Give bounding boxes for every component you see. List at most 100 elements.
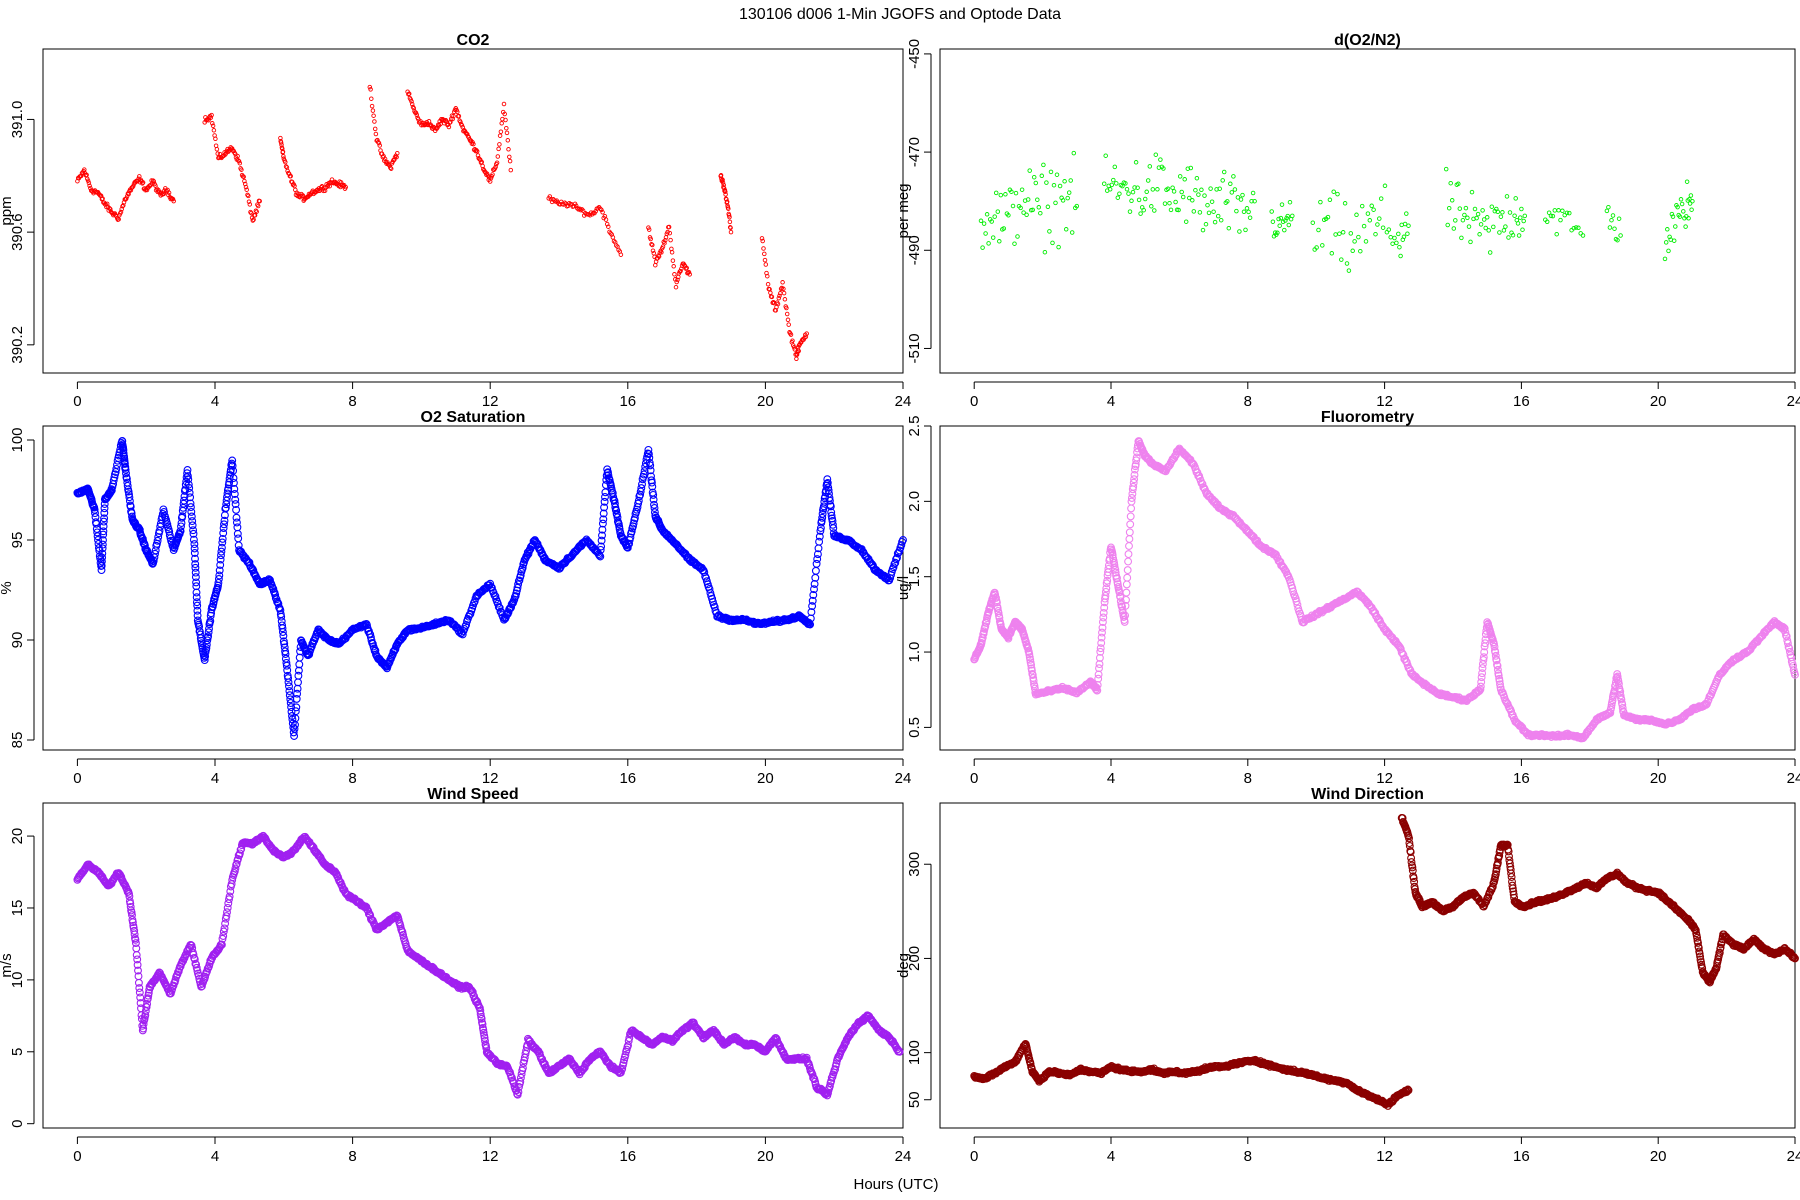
data-point xyxy=(99,527,108,536)
data-point xyxy=(491,592,500,601)
data-point xyxy=(1335,191,1340,197)
data-point xyxy=(984,212,990,217)
data-point xyxy=(1459,235,1464,241)
plot-frame xyxy=(939,425,1796,751)
data-point xyxy=(829,524,838,533)
data-point xyxy=(189,535,198,544)
data-point xyxy=(1243,227,1248,233)
data-point xyxy=(78,173,84,179)
data-point xyxy=(241,174,246,180)
data-point xyxy=(90,505,99,514)
y-tick-label: 5 xyxy=(9,1048,26,1056)
data-point xyxy=(327,183,332,189)
data-point xyxy=(624,1041,632,1050)
data-point xyxy=(140,181,145,186)
data-point xyxy=(992,214,997,219)
data-point xyxy=(1613,672,1622,681)
data-point xyxy=(191,568,200,577)
data-point xyxy=(177,522,185,531)
data-point xyxy=(183,466,192,474)
data-point xyxy=(1481,639,1490,648)
data-point xyxy=(1071,150,1077,156)
data-point xyxy=(110,473,119,482)
data-point xyxy=(141,1011,150,1020)
data-point xyxy=(1129,482,1138,491)
data-point xyxy=(1112,164,1118,170)
data-point xyxy=(606,224,611,229)
data-point xyxy=(246,199,252,204)
data-point xyxy=(1177,174,1183,179)
data-point xyxy=(121,465,130,474)
data-point xyxy=(183,472,192,481)
data-point xyxy=(1359,203,1365,209)
data-point xyxy=(99,536,107,545)
data-point xyxy=(891,558,900,567)
data-point xyxy=(134,966,142,975)
data-point xyxy=(490,172,495,177)
data-point xyxy=(720,180,726,185)
data-point xyxy=(723,192,728,197)
data-point xyxy=(193,611,202,620)
data-point xyxy=(1132,456,1141,465)
data-point xyxy=(248,209,253,215)
data-point xyxy=(1215,213,1221,219)
data-point xyxy=(650,508,659,517)
x-tick-label: 16 xyxy=(1513,1148,1530,1165)
data-point xyxy=(195,622,204,631)
data-point xyxy=(255,203,261,209)
data-point xyxy=(233,529,242,538)
x-tick-label: 0 xyxy=(970,770,978,787)
data-point xyxy=(597,542,606,551)
data-point xyxy=(184,480,193,489)
data-point xyxy=(1060,198,1066,203)
data-point xyxy=(897,541,906,550)
data-point xyxy=(647,478,656,487)
data-point xyxy=(487,583,496,592)
data-point xyxy=(1048,169,1054,175)
data-point xyxy=(981,221,987,226)
data-point xyxy=(813,550,822,559)
panel-title: O2 Saturation xyxy=(421,409,526,426)
data-point xyxy=(174,967,183,976)
data-point xyxy=(811,566,820,575)
y-tick-label: 0.5 xyxy=(906,717,923,738)
data-point xyxy=(1035,197,1040,202)
data-point xyxy=(593,209,598,214)
data-point xyxy=(1399,650,1408,659)
data-point xyxy=(1036,205,1042,210)
x-tick-label: 24 xyxy=(895,770,912,787)
data-point xyxy=(608,231,613,236)
data-point xyxy=(215,571,224,580)
data-point xyxy=(1125,542,1133,550)
data-point xyxy=(1785,647,1794,656)
data-point xyxy=(1130,475,1139,484)
y-tick-label: -490 xyxy=(906,235,923,265)
panel-title: CO2 xyxy=(457,32,490,49)
data-point xyxy=(1026,655,1035,664)
data-points xyxy=(75,84,809,362)
data-point xyxy=(497,142,502,147)
data-point xyxy=(1199,483,1208,492)
data-point xyxy=(189,950,198,959)
data-point xyxy=(198,641,207,650)
data-point xyxy=(1170,185,1175,190)
data-point xyxy=(1494,671,1503,680)
y-axis-label: per meg xyxy=(895,183,912,238)
data-point xyxy=(1115,195,1121,200)
y-tick-label: -510 xyxy=(906,333,923,363)
data-point xyxy=(479,1026,488,1034)
data-point xyxy=(144,991,153,1000)
data-point xyxy=(1013,190,1019,196)
data-point xyxy=(149,178,154,183)
data-point xyxy=(257,198,262,204)
data-point xyxy=(669,250,675,255)
data-point xyxy=(893,553,901,562)
data-point xyxy=(186,503,195,512)
data-point xyxy=(1122,588,1131,597)
data-point xyxy=(1202,193,1207,198)
data-point xyxy=(388,165,393,171)
data-point xyxy=(210,595,219,603)
x-tick-label: 12 xyxy=(482,1148,499,1165)
data-point xyxy=(280,149,286,155)
data-point xyxy=(279,631,288,640)
